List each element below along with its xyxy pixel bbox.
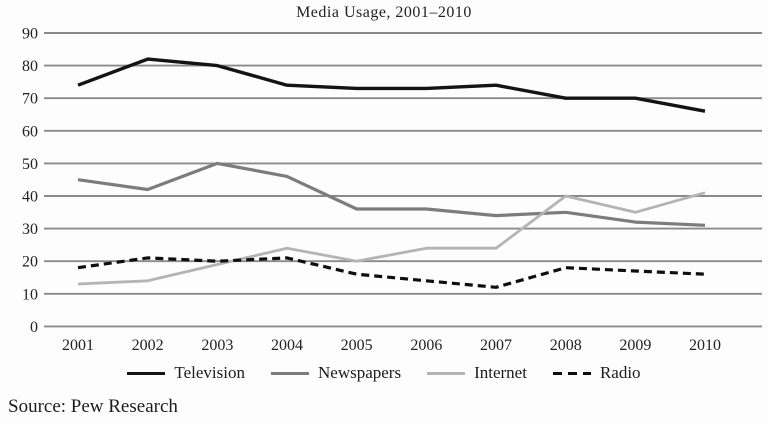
series-line-radio xyxy=(77,256,706,289)
series-line-newspapers xyxy=(77,161,706,227)
legend-label-newspapers: Newspapers xyxy=(318,363,402,382)
newspapers-line-sample-icon xyxy=(271,371,309,375)
x-tick-label-2003: 2003 xyxy=(201,337,233,354)
y-tick-label-40: 40 xyxy=(22,189,38,206)
x-tick-label-2008: 2008 xyxy=(550,337,582,354)
legend-item-newspapers: Newspapers xyxy=(271,363,401,383)
y-tick-label-70: 70 xyxy=(22,91,38,108)
legend-item-radio: Radio xyxy=(552,363,641,383)
legend-label-television: Television xyxy=(174,363,245,382)
legend-item-television: Television xyxy=(127,363,245,383)
television-line-sample-icon xyxy=(127,371,166,375)
x-tick-label-2005: 2005 xyxy=(341,337,373,354)
x-tick-label-2006: 2006 xyxy=(410,337,442,354)
x-tick-label-2001: 2001 xyxy=(62,337,94,354)
y-tick-label-80: 80 xyxy=(22,58,38,75)
y-tick-label-0: 0 xyxy=(30,319,38,336)
x-tick-label-2007: 2007 xyxy=(480,337,512,354)
x-tick-label-2009: 2009 xyxy=(619,337,651,354)
chart-title: Media Usage, 2001–2010 xyxy=(296,4,472,21)
legend-item-internet: Internet xyxy=(427,363,527,383)
source-caption: Source: Pew Research xyxy=(8,396,178,417)
legend-label-radio: Radio xyxy=(599,363,641,382)
series-line-internet xyxy=(77,191,706,286)
y-tick-label-10: 10 xyxy=(22,286,38,303)
internet-line-sample-icon xyxy=(427,371,466,375)
legend-label-internet: Internet xyxy=(474,363,527,382)
chart-plot-area: 0 10 20 30 40 50 60 70 80 90 2001 2002 2003 2004 2005 2… xyxy=(22,26,762,354)
series-line-television xyxy=(77,57,706,113)
y-tick-label-50: 50 xyxy=(22,156,38,173)
x-tick-label-2004: 2004 xyxy=(271,337,303,354)
y-tick-label-90: 90 xyxy=(22,26,38,43)
y-tick-label-60: 60 xyxy=(22,123,38,140)
x-tick-label-2002: 2002 xyxy=(132,337,164,354)
radio-line-sample-icon xyxy=(552,371,591,375)
x-tick-label-2010: 2010 xyxy=(689,337,721,354)
chart-legend: Television Newspapers Internet Radio xyxy=(0,363,768,383)
y-tick-label-30: 30 xyxy=(22,221,38,238)
y-tick-label-20: 20 xyxy=(22,254,38,271)
